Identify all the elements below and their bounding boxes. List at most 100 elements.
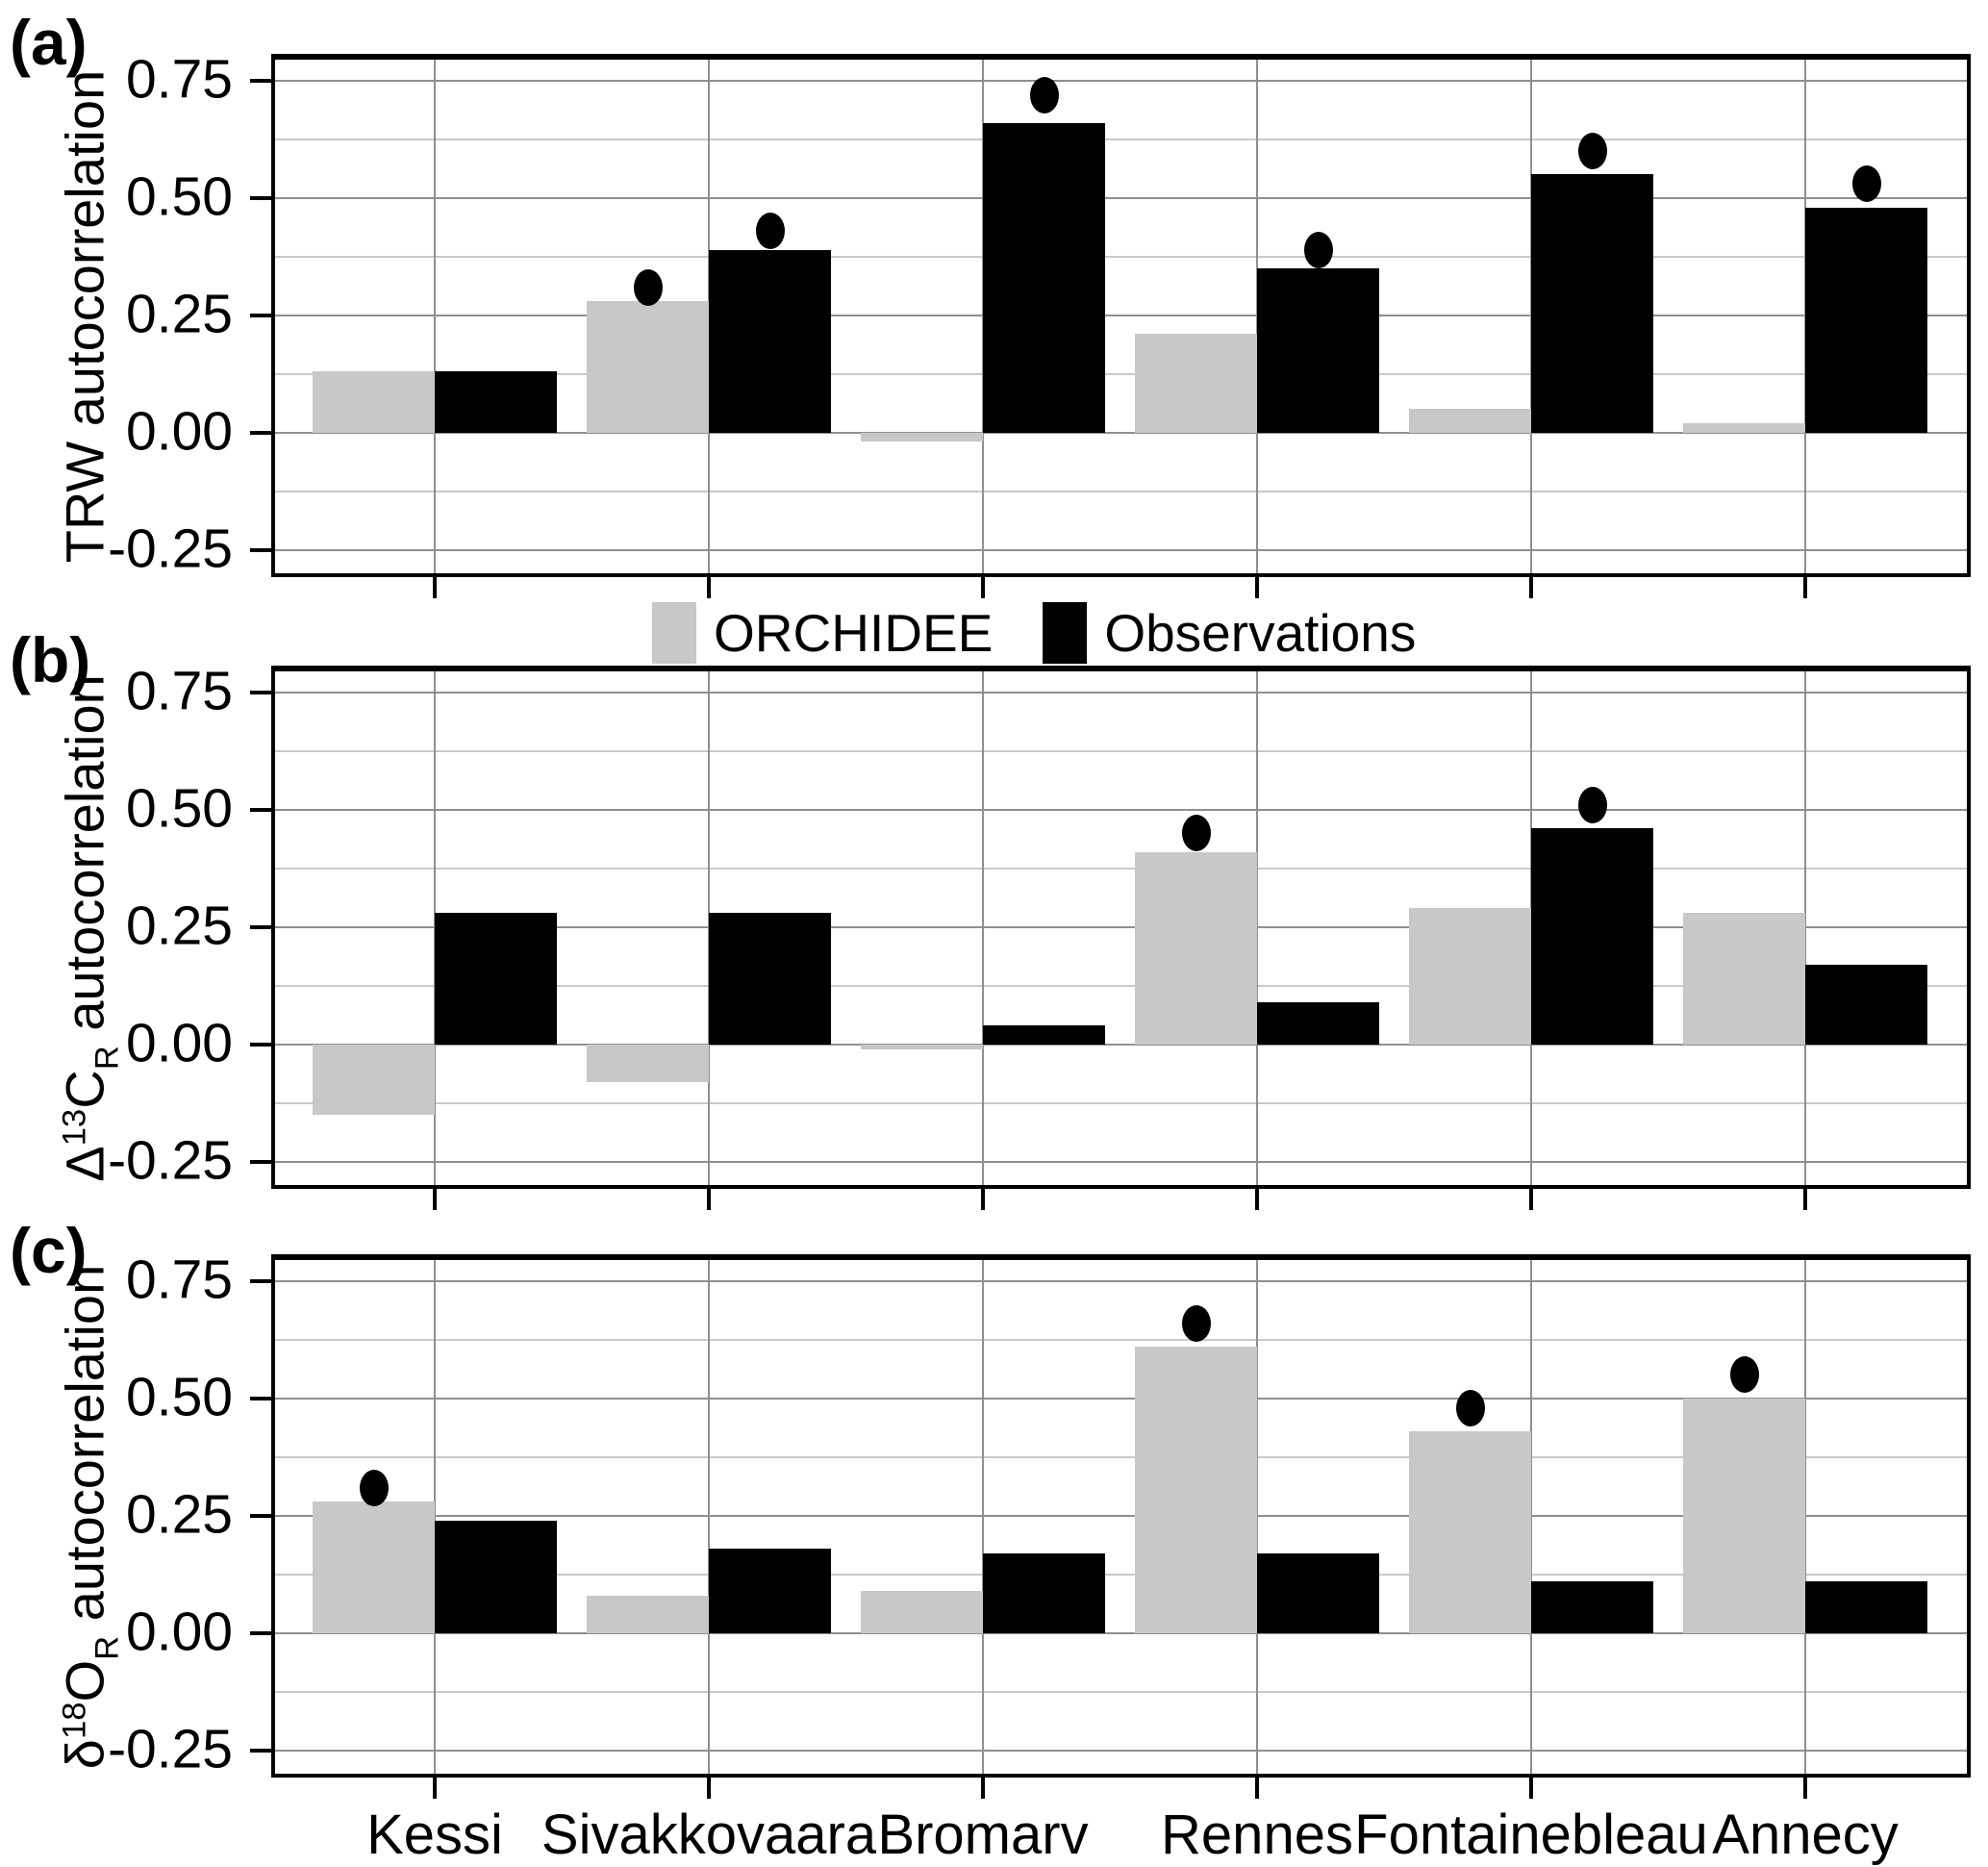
y-axis-title-a: TRW autocorrelation	[54, 70, 116, 564]
y-tick-mark-c	[250, 1748, 271, 1753]
legend-swatch-orchidee	[652, 602, 696, 664]
y-tick-mark-a	[250, 195, 271, 200]
y-tick-label-a: 0.00	[126, 400, 233, 463]
y-tick-mark-c	[250, 1396, 271, 1400]
gridline-vertical	[1804, 671, 1806, 1185]
y-axis-title-text: autocorrelation	[54, 1264, 115, 1636]
gridline-minor	[275, 1101, 1967, 1104]
gridline-vertical	[708, 1260, 710, 1774]
bar-observations-sivakkovaara	[709, 249, 831, 433]
y-axis-title-sub: R	[88, 1635, 126, 1660]
x-label-fontainebleau: Fontainebleau	[1354, 1804, 1708, 1866]
significance-dot-observations-sivakkovaara	[755, 213, 785, 249]
y-tick-mark-a	[250, 78, 271, 83]
significance-dot-orchidee-fontainebleau	[1455, 1389, 1485, 1426]
x-tick-mark-a-kessi	[433, 577, 437, 598]
gridline-major	[275, 1514, 1967, 1517]
bar-observations-kessi	[435, 371, 557, 433]
gridline-vertical	[982, 671, 984, 1185]
y-axis-title-sup: 13	[56, 1108, 93, 1147]
y-tick-label-a: 0.25	[126, 283, 233, 345]
x-label-bromarv: Bromarv	[877, 1804, 1089, 1866]
y-tick-label-c: 0.75	[126, 1249, 233, 1311]
x-tick-mark-c-fontainebleau	[1529, 1778, 1533, 1799]
bar-orchidee-sivakkovaara	[587, 301, 709, 433]
legend-label-orchidee: ORCHIDEE	[714, 603, 994, 663]
panel-b	[271, 666, 1971, 1189]
bar-observations-bromarv	[983, 1025, 1105, 1045]
significance-dot-observations-rennes	[1303, 231, 1333, 268]
gridline-major	[275, 1397, 1967, 1400]
y-tick-mark-a	[250, 313, 271, 317]
gridline-major	[275, 548, 1967, 551]
panel-letter-c: (c)	[10, 1215, 88, 1286]
gridline-major	[275, 808, 1967, 811]
significance-dot-orchidee-rennes	[1181, 1304, 1211, 1342]
y-tick-label-a: 0.50	[126, 165, 233, 228]
x-label-rennes: Rennes	[1161, 1804, 1353, 1866]
bar-orchidee-kessi	[313, 1501, 435, 1633]
bar-observations-bromarv	[983, 1552, 1105, 1633]
gridline-vertical	[1804, 1260, 1806, 1774]
legend-item-observations: Observations	[1043, 602, 1416, 664]
gridline-major	[275, 1749, 1967, 1752]
y-tick-mark-b	[250, 690, 271, 694]
bar-orchidee-rennes	[1135, 334, 1257, 433]
x-tick-mark-c-annecy	[1803, 1778, 1807, 1799]
y-tick-label-b: 0.50	[126, 777, 233, 840]
bar-observations-bromarv	[983, 122, 1105, 433]
x-tick-mark-c-rennes	[1255, 1778, 1259, 1799]
y-tick-label-c: -0.25	[108, 1718, 233, 1780]
bar-observations-annecy	[1805, 207, 1927, 433]
bar-observations-fontainebleau	[1531, 828, 1653, 1045]
bar-observations-annecy	[1805, 1581, 1927, 1633]
gridline-vertical	[434, 1260, 436, 1774]
bar-orchidee-annecy	[1683, 913, 1805, 1045]
x-label-kessi: Kessi	[366, 1804, 503, 1866]
significance-dot-observations-fontainebleau	[1577, 786, 1607, 823]
y-axis-title-sup: 18	[56, 1702, 93, 1740]
bar-observations-kessi	[435, 913, 557, 1045]
bar-orchidee-bromarv	[861, 432, 983, 442]
x-tick-mark-c-bromarv	[981, 1778, 985, 1799]
x-tick-mark-c-kessi	[433, 1778, 437, 1799]
y-axis-title-text: TRW autocorrelation	[54, 69, 115, 564]
bar-observations-fontainebleau	[1531, 1581, 1653, 1633]
bar-observations-rennes	[1257, 1552, 1379, 1633]
y-tick-label-b: 0.00	[126, 1012, 233, 1074]
y-axis-title-text: C	[54, 1070, 115, 1109]
bar-orchidee-kessi	[313, 1044, 435, 1115]
x-tick-mark-a-rennes	[1255, 577, 1259, 598]
y-tick-mark-a	[250, 430, 271, 435]
y-tick-mark-c	[250, 1513, 271, 1518]
y-tick-label-a: 0.75	[126, 48, 233, 111]
x-tick-mark-b-kessi	[433, 1189, 437, 1210]
x-tick-mark-b-bromarv	[981, 1189, 985, 1210]
x-tick-mark-b-annecy	[1803, 1189, 1807, 1210]
bar-orchidee-annecy	[1683, 422, 1805, 433]
y-tick-label-a: -0.25	[108, 517, 233, 580]
x-tick-mark-a-bromarv	[981, 577, 985, 598]
bar-observations-sivakkovaara	[709, 1548, 831, 1633]
bar-observations-fontainebleau	[1531, 174, 1653, 433]
gridline-major	[275, 691, 1967, 694]
bar-observations-annecy	[1805, 964, 1927, 1045]
y-tick-mark-a	[250, 547, 271, 552]
x-tick-mark-a-sivakkovaara	[707, 577, 711, 598]
gridline-major	[275, 314, 1967, 316]
gridline-vertical	[1256, 1260, 1258, 1774]
x-label-sivakkovaara: Sivakkovaara	[541, 1804, 877, 1866]
significance-dot-orchidee-annecy	[1729, 1356, 1759, 1394]
gridline-minor	[275, 490, 1967, 492]
x-tick-mark-b-sivakkovaara	[707, 1189, 711, 1210]
y-axis-title-b: Δ13CR autocorrelation	[54, 674, 126, 1182]
legend-label-observations: Observations	[1104, 603, 1417, 663]
gridline-major	[275, 196, 1967, 199]
y-axis-title-text: Δ	[54, 1146, 115, 1182]
bar-orchidee-rennes	[1135, 851, 1257, 1045]
bar-observations-rennes	[1257, 268, 1379, 433]
x-tick-mark-b-fontainebleau	[1529, 1189, 1533, 1210]
bar-orchidee-sivakkovaara	[587, 1044, 709, 1082]
gridline-major	[275, 1043, 1967, 1046]
gridline-vertical	[982, 1260, 984, 1774]
